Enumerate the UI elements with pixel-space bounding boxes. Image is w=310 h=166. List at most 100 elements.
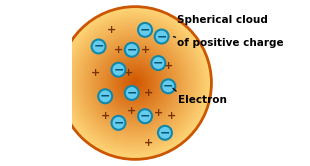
Circle shape [105, 53, 165, 113]
Circle shape [134, 82, 136, 84]
Text: −: − [126, 86, 137, 99]
Circle shape [112, 60, 158, 106]
Circle shape [78, 26, 192, 140]
Circle shape [125, 43, 139, 57]
Circle shape [76, 24, 194, 142]
Circle shape [67, 15, 203, 151]
Circle shape [113, 61, 157, 105]
Circle shape [102, 50, 169, 116]
Circle shape [75, 23, 195, 143]
Circle shape [111, 59, 159, 107]
Text: Electron: Electron [178, 95, 227, 105]
Circle shape [138, 109, 152, 123]
Circle shape [155, 30, 169, 43]
Circle shape [66, 14, 204, 152]
Circle shape [116, 64, 154, 102]
Circle shape [117, 65, 153, 101]
Circle shape [99, 47, 171, 119]
Text: +: + [140, 45, 150, 55]
Circle shape [70, 18, 200, 148]
Circle shape [95, 43, 175, 123]
Text: −: − [156, 30, 167, 43]
Text: −: − [113, 116, 124, 129]
Text: +: + [91, 68, 100, 78]
Circle shape [103, 50, 167, 116]
Circle shape [91, 39, 179, 127]
Circle shape [100, 48, 170, 118]
Circle shape [68, 16, 202, 150]
Text: −: − [93, 40, 104, 53]
Circle shape [69, 17, 201, 149]
Text: Spherical cloud: Spherical cloud [177, 15, 268, 25]
Circle shape [108, 56, 162, 110]
Text: −: − [140, 23, 150, 36]
Circle shape [115, 63, 155, 103]
Text: +: + [154, 108, 163, 118]
Text: −: − [163, 80, 174, 93]
Circle shape [72, 20, 198, 146]
Circle shape [123, 71, 148, 95]
Circle shape [86, 33, 185, 133]
Circle shape [132, 80, 138, 86]
Circle shape [80, 28, 190, 138]
Circle shape [110, 58, 160, 108]
Text: −: − [126, 43, 137, 56]
Circle shape [82, 31, 188, 135]
Circle shape [104, 51, 166, 115]
Circle shape [129, 77, 141, 89]
Circle shape [158, 126, 172, 140]
Circle shape [138, 23, 152, 37]
Circle shape [93, 41, 177, 125]
Circle shape [60, 8, 210, 158]
Circle shape [92, 40, 178, 126]
Text: −: − [160, 126, 170, 139]
Circle shape [128, 76, 142, 90]
Circle shape [120, 68, 150, 98]
Circle shape [112, 116, 126, 130]
Text: +: + [167, 111, 176, 121]
Circle shape [94, 42, 176, 124]
Circle shape [63, 10, 208, 156]
Text: +: + [107, 25, 117, 35]
Circle shape [96, 44, 174, 122]
Circle shape [98, 46, 172, 120]
Circle shape [121, 69, 149, 97]
Circle shape [151, 56, 165, 70]
Circle shape [119, 67, 151, 99]
Circle shape [59, 7, 211, 159]
Circle shape [71, 19, 199, 147]
Circle shape [127, 75, 143, 91]
Circle shape [74, 22, 196, 144]
Text: +: + [124, 68, 133, 78]
Circle shape [133, 81, 137, 85]
Text: −: − [100, 90, 110, 103]
Circle shape [109, 57, 161, 109]
Text: of positive charge: of positive charge [177, 38, 283, 48]
Circle shape [104, 52, 166, 114]
Circle shape [61, 8, 210, 157]
Circle shape [73, 21, 197, 145]
Text: +: + [114, 45, 123, 55]
Text: +: + [164, 61, 173, 71]
Text: −: − [153, 57, 164, 70]
Circle shape [81, 29, 189, 137]
Circle shape [126, 74, 144, 92]
Circle shape [118, 66, 152, 100]
Circle shape [86, 34, 184, 132]
Circle shape [88, 36, 182, 130]
Circle shape [90, 38, 180, 128]
Circle shape [112, 63, 126, 77]
Circle shape [114, 62, 156, 104]
Text: −: − [113, 63, 124, 76]
Circle shape [77, 25, 193, 141]
Circle shape [64, 11, 207, 155]
Text: +: + [100, 111, 110, 121]
Circle shape [106, 54, 164, 112]
Circle shape [65, 13, 205, 153]
Circle shape [130, 78, 140, 88]
Circle shape [131, 79, 139, 87]
Circle shape [97, 45, 173, 121]
Circle shape [91, 40, 105, 53]
Circle shape [89, 37, 181, 129]
Circle shape [122, 70, 148, 96]
